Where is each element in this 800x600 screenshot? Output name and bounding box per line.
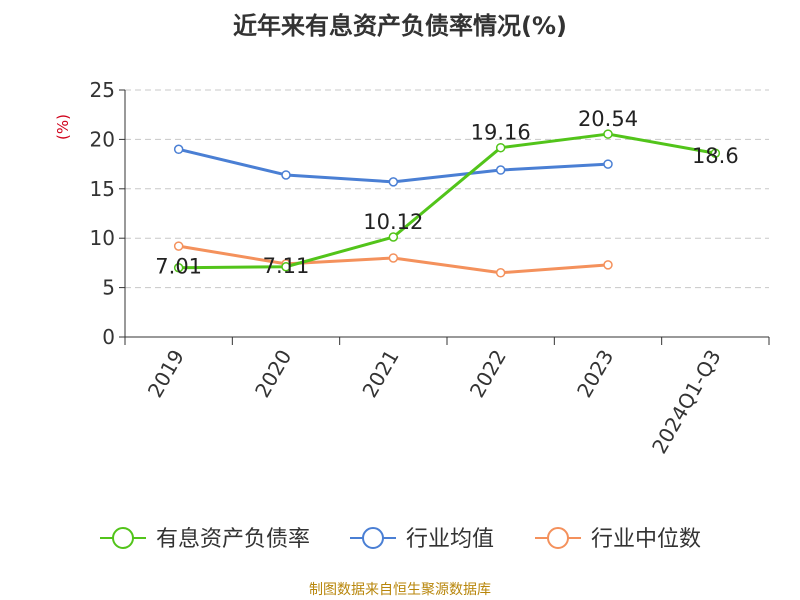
- data-labels: 7.01 7.11 10.12 19.16 20.54 18.6: [155, 107, 738, 279]
- y-axis-label: (%): [54, 114, 72, 140]
- y-tick-label: 25: [90, 78, 115, 102]
- series-line: [178, 147, 609, 184]
- legend-marker: [547, 527, 569, 549]
- y-tick-label: 15: [90, 177, 115, 201]
- data-point: [603, 260, 613, 270]
- y-tick-label: 20: [90, 127, 115, 151]
- y-tick-label: 10: [90, 226, 115, 250]
- x-tick-label: 2021: [357, 346, 403, 402]
- legend-label: 行业均值: [406, 527, 494, 552]
- y-tick-label: 5: [102, 276, 115, 300]
- legend-label: 有息资产负债率: [156, 527, 310, 552]
- legend: 有息资产负债率 行业均值 行业中位数: [100, 527, 701, 552]
- data-point: [281, 170, 291, 180]
- data-point: [495, 268, 506, 278]
- data-point: [710, 148, 721, 158]
- series-line: [178, 132, 716, 270]
- data-point: [173, 241, 184, 251]
- data-point: [495, 165, 506, 175]
- x-tick-label: 2020: [250, 346, 296, 402]
- data-point: [281, 262, 291, 272]
- data-point: [603, 129, 613, 139]
- data-point: [388, 232, 399, 242]
- data-label: 10.12: [363, 210, 423, 234]
- data-label: 7.01: [155, 255, 202, 279]
- data-point: [173, 262, 184, 273]
- chart-title: 近年来有息资产负债率情况(%): [233, 12, 567, 40]
- data-label: 18.6: [692, 144, 739, 168]
- legend-label: 行业中位数: [591, 527, 701, 552]
- x-tick-label: 2024Q1-Q3: [647, 346, 726, 458]
- x-tick-label: 2023: [572, 346, 618, 402]
- data-point: [603, 159, 613, 169]
- series-lines: [178, 132, 716, 275]
- legend-marker: [112, 527, 134, 549]
- data-point: [495, 142, 506, 153]
- source-note: 制图数据来自恒生聚源数据库: [309, 582, 491, 598]
- x-tick-label: 2019: [143, 346, 189, 402]
- grid-lines: [125, 89, 769, 289]
- legend-marker: [362, 527, 384, 549]
- data-label: 19.16: [471, 121, 531, 145]
- data-label: 7.11: [263, 254, 310, 278]
- data-point: [173, 144, 184, 155]
- y-tick-label: 0: [102, 325, 115, 349]
- data-label: 20.54: [578, 107, 638, 131]
- data-point: [388, 177, 399, 187]
- x-tick-label: 2022: [465, 345, 511, 401]
- data-point: [388, 253, 399, 263]
- data-points: [173, 129, 721, 278]
